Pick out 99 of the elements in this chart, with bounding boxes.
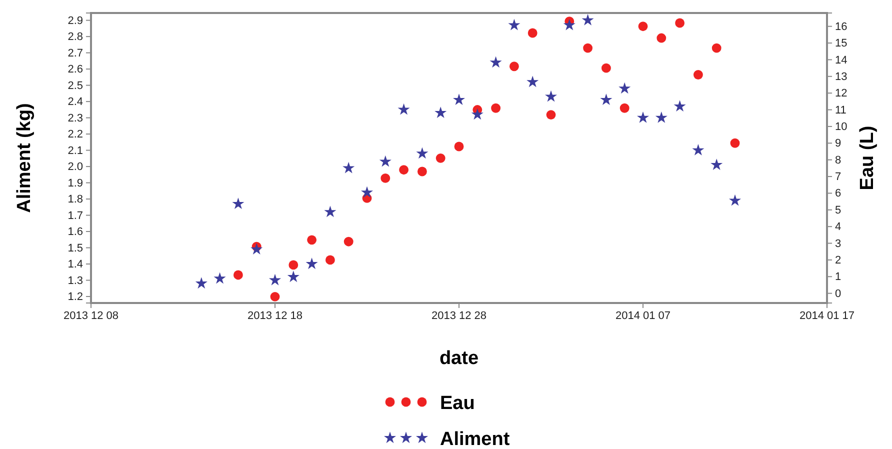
y-tick-label: 1.7 <box>68 210 83 222</box>
point <box>195 277 208 289</box>
y2-tick-label: 11 <box>835 104 846 116</box>
point <box>270 292 280 302</box>
point <box>268 274 282 286</box>
point <box>583 43 593 53</box>
y-tick-label: 2.4 <box>68 96 83 108</box>
point <box>342 162 355 174</box>
y-tick-label: 1.6 <box>68 226 83 238</box>
point <box>692 144 704 156</box>
y-tick-label: 2.0 <box>68 161 83 174</box>
y2-tick-label: 5 <box>835 204 842 216</box>
point <box>452 94 466 106</box>
point <box>528 28 538 38</box>
point <box>655 111 668 123</box>
point <box>214 272 226 284</box>
point <box>288 260 298 270</box>
point <box>693 70 703 80</box>
point <box>454 142 464 152</box>
point <box>325 255 335 265</box>
y2-tick-label: 0 <box>835 288 842 300</box>
y-tick-label: 2.2 <box>68 128 83 141</box>
point <box>360 186 374 198</box>
y2-tick-label: 15 <box>835 38 848 50</box>
point <box>306 258 318 270</box>
y-tick-label: 2.5 <box>68 80 83 92</box>
y2-tick-label: 8 <box>835 154 842 166</box>
y-tick-label: 1.9 <box>68 177 83 190</box>
y-tick-label: 2.9 <box>68 14 83 27</box>
x-tick-label: 2013 12 08 <box>63 310 119 322</box>
point <box>380 173 390 183</box>
point <box>618 82 631 94</box>
point <box>620 103 630 113</box>
point <box>656 33 666 43</box>
point <box>287 270 300 282</box>
point <box>307 235 317 245</box>
point <box>434 106 447 118</box>
point <box>712 43 722 53</box>
point <box>491 103 501 113</box>
point <box>563 18 576 30</box>
point <box>398 103 410 115</box>
point <box>636 111 650 123</box>
point <box>324 206 336 218</box>
point <box>508 18 520 30</box>
y2-tick-label: 10 <box>835 120 848 133</box>
y-tick-label: 2.8 <box>68 31 83 44</box>
point <box>600 94 612 106</box>
point <box>232 198 244 210</box>
point <box>710 158 723 170</box>
y2-tick-label: 3 <box>835 238 842 250</box>
x-tick-label: 2014 01 07 <box>615 310 671 322</box>
point <box>638 22 648 32</box>
y-axis-title: Aliment (kg) <box>14 103 35 213</box>
y-tick-label: 1.8 <box>68 194 83 206</box>
y-tick-label: 1.4 <box>68 258 83 271</box>
y-tick-label: 1.5 <box>68 242 83 254</box>
y2-tick-label: 6 <box>835 188 842 200</box>
y2-tick-label: 1 <box>835 271 842 284</box>
x-tick-label: 2013 12 28 <box>431 310 487 322</box>
point <box>399 165 409 175</box>
point <box>675 18 685 28</box>
point <box>601 63 611 73</box>
x-tick-label: 2013 12 18 <box>247 310 303 322</box>
point <box>471 108 484 120</box>
point <box>436 153 446 163</box>
point <box>416 147 428 159</box>
y2-tick-label: 13 <box>835 70 848 83</box>
point <box>417 166 427 176</box>
point <box>379 155 392 167</box>
point <box>546 110 556 120</box>
y-tick-label: 1.3 <box>68 274 83 287</box>
y2-tick-label: 12 <box>835 88 848 100</box>
y-tick-label: 1.2 <box>68 291 83 304</box>
point <box>544 90 558 102</box>
point <box>233 270 243 280</box>
y2-tick-label: 7 <box>835 171 842 184</box>
legend-label: Eau <box>440 393 475 414</box>
y2-tick-label: 14 <box>835 54 848 66</box>
x-axis-title: date <box>439 348 479 369</box>
point <box>582 14 594 26</box>
point <box>674 100 686 112</box>
y-tick-label: 2.3 <box>68 112 83 124</box>
point <box>730 138 740 148</box>
y2-tick-label: 2 <box>835 254 842 266</box>
point <box>526 76 539 88</box>
y-tick-label: 2.6 <box>68 64 83 76</box>
y2-axis-title: Eau (L) <box>857 126 878 190</box>
point <box>250 243 263 255</box>
point <box>344 236 354 246</box>
y2-tick-label: 4 <box>835 221 842 234</box>
y-tick-label: 2.7 <box>68 47 83 60</box>
point <box>728 194 742 206</box>
point <box>490 56 502 68</box>
point <box>509 62 519 72</box>
y-tick-label: 2.1 <box>68 144 83 157</box>
x-tick-label: 2014 01 17 <box>799 310 855 322</box>
legend-label: Aliment <box>440 429 510 449</box>
y2-tick-label: 16 <box>835 20 848 33</box>
y2-tick-label: 9 <box>835 138 842 150</box>
